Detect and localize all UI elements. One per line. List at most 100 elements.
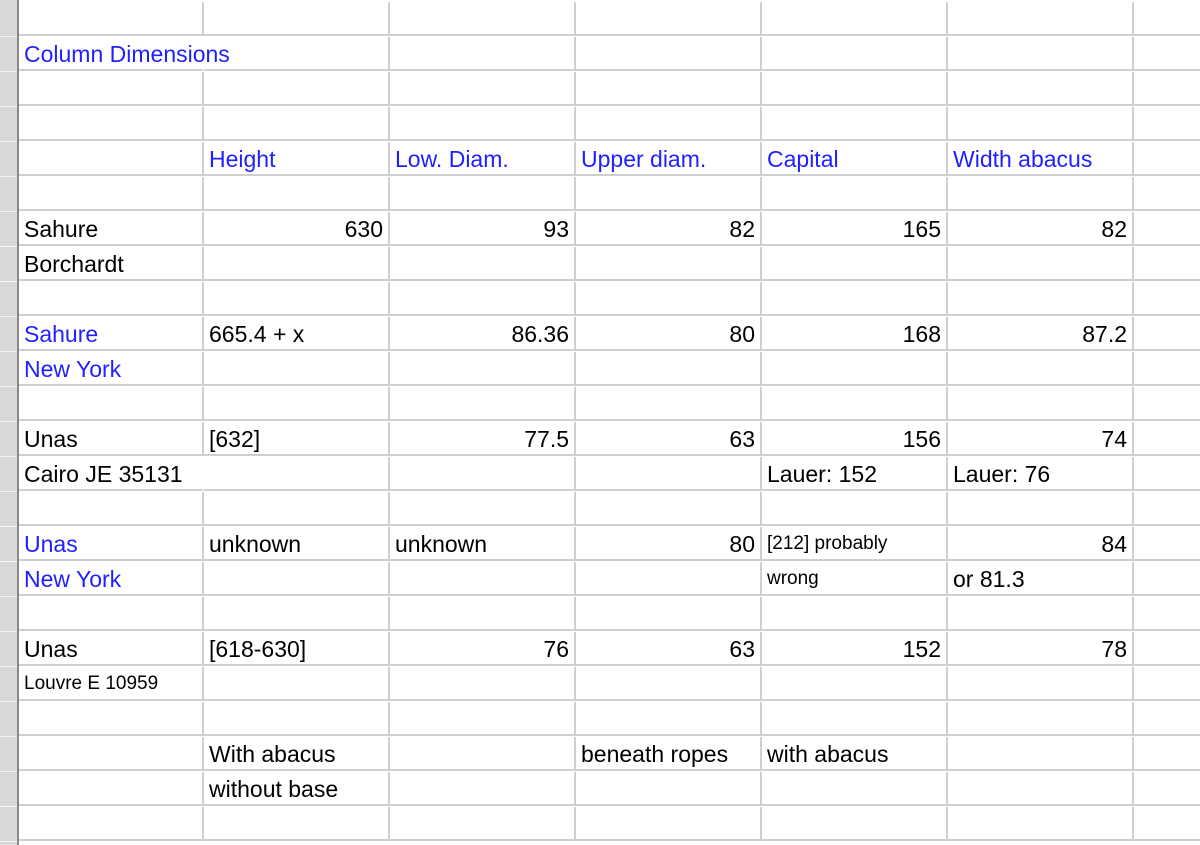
cell[interactable] — [1134, 597, 1200, 631]
cell[interactable]: 82 — [576, 212, 762, 246]
cell[interactable] — [390, 492, 576, 526]
cell[interactable]: beneath ropes — [576, 737, 762, 771]
cell[interactable] — [19, 2, 204, 36]
cell[interactable] — [948, 72, 1134, 106]
cell[interactable] — [390, 177, 576, 211]
cell[interactable] — [762, 72, 948, 106]
cell[interactable]: With abacus — [204, 737, 390, 771]
cell[interactable] — [762, 492, 948, 526]
cell[interactable]: 82 — [948, 212, 1134, 246]
cell[interactable] — [204, 562, 390, 596]
cell[interactable] — [1134, 667, 1200, 701]
cell[interactable]: Unas — [19, 632, 204, 666]
cell[interactable]: 87.2 — [948, 317, 1134, 351]
cell[interactable] — [948, 772, 1134, 806]
cell[interactable]: 630 — [204, 212, 390, 246]
cell[interactable] — [1134, 72, 1200, 106]
cell[interactable] — [204, 37, 390, 71]
cell[interactable] — [204, 352, 390, 386]
cell[interactable]: 152 — [762, 632, 948, 666]
cell[interactable] — [1134, 527, 1200, 561]
cell[interactable]: 80 — [576, 317, 762, 351]
cell[interactable] — [1134, 317, 1200, 351]
cell[interactable] — [204, 492, 390, 526]
cell[interactable]: Lauer: 152 — [762, 457, 948, 491]
cell[interactable]: [212] probably — [762, 527, 948, 561]
cell[interactable] — [1134, 387, 1200, 421]
cell[interactable] — [1134, 2, 1200, 36]
cell[interactable] — [576, 282, 762, 316]
cell[interactable] — [390, 667, 576, 701]
cell[interactable] — [390, 387, 576, 421]
cell[interactable] — [948, 37, 1134, 71]
cell[interactable] — [204, 2, 390, 36]
cell[interactable] — [762, 702, 948, 736]
cell[interactable] — [1134, 142, 1200, 176]
cell[interactable] — [762, 667, 948, 701]
row-header-gutter[interactable] — [0, 0, 19, 845]
cell[interactable] — [390, 2, 576, 36]
cell[interactable]: 86.36 — [390, 317, 576, 351]
cell[interactable]: 74 — [948, 422, 1134, 456]
cell[interactable] — [1134, 37, 1200, 71]
cell[interactable]: 77.5 — [390, 422, 576, 456]
cell[interactable]: 63 — [576, 632, 762, 666]
cell[interactable] — [390, 457, 576, 491]
cell[interactable] — [1134, 282, 1200, 316]
cell[interactable] — [1134, 702, 1200, 736]
cell[interactable] — [19, 107, 204, 141]
cell[interactable] — [204, 72, 390, 106]
cell[interactable] — [576, 772, 762, 806]
cell[interactable]: 84 — [948, 527, 1134, 561]
cell[interactable]: 78 — [948, 632, 1134, 666]
cell[interactable]: New York — [19, 562, 204, 596]
cell[interactable] — [390, 562, 576, 596]
cell[interactable] — [948, 597, 1134, 631]
cell[interactable] — [948, 737, 1134, 771]
cell[interactable]: 156 — [762, 422, 948, 456]
cell[interactable] — [390, 772, 576, 806]
cell[interactable] — [948, 352, 1134, 386]
cell[interactable] — [19, 772, 204, 806]
cell[interactable]: 165 — [762, 212, 948, 246]
cell[interactable] — [1134, 632, 1200, 666]
cell[interactable]: [632] — [204, 422, 390, 456]
cell[interactable] — [390, 702, 576, 736]
cell[interactable] — [1134, 352, 1200, 386]
cell[interactable] — [19, 282, 204, 316]
cell[interactable] — [390, 247, 576, 281]
cell[interactable]: 168 — [762, 317, 948, 351]
cell[interactable]: [618-630] — [204, 632, 390, 666]
cell[interactable] — [576, 177, 762, 211]
cell[interactable] — [1134, 562, 1200, 596]
cell[interactable] — [576, 37, 762, 71]
cell[interactable]: 80 — [576, 527, 762, 561]
cell[interactable] — [390, 72, 576, 106]
cell[interactable] — [204, 807, 390, 841]
cell[interactable] — [762, 247, 948, 281]
cell[interactable] — [762, 807, 948, 841]
cell[interactable]: unknown — [390, 527, 576, 561]
cell[interactable] — [204, 597, 390, 631]
cell[interactable] — [948, 2, 1134, 36]
cell[interactable] — [762, 772, 948, 806]
cell[interactable] — [762, 2, 948, 36]
cell[interactable]: Louvre E 10959 — [19, 667, 204, 701]
cell[interactable] — [204, 247, 390, 281]
cell[interactable]: Lauer: 76 — [948, 457, 1134, 491]
cell[interactable]: with abacus — [762, 737, 948, 771]
cell[interactable] — [1134, 737, 1200, 771]
cell[interactable] — [1134, 107, 1200, 141]
cell[interactable]: Width abacus — [948, 142, 1134, 176]
cell[interactable] — [948, 492, 1134, 526]
cell[interactable] — [1134, 807, 1200, 841]
cell[interactable]: Borchardt — [19, 247, 204, 281]
cell[interactable]: Low. Diam. — [390, 142, 576, 176]
cell[interactable]: or 81.3 — [948, 562, 1134, 596]
cell[interactable] — [204, 107, 390, 141]
cell[interactable]: 63 — [576, 422, 762, 456]
cell[interactable] — [1134, 212, 1200, 246]
cell[interactable] — [19, 737, 204, 771]
cell[interactable]: New York — [19, 352, 204, 386]
cell[interactable] — [390, 282, 576, 316]
